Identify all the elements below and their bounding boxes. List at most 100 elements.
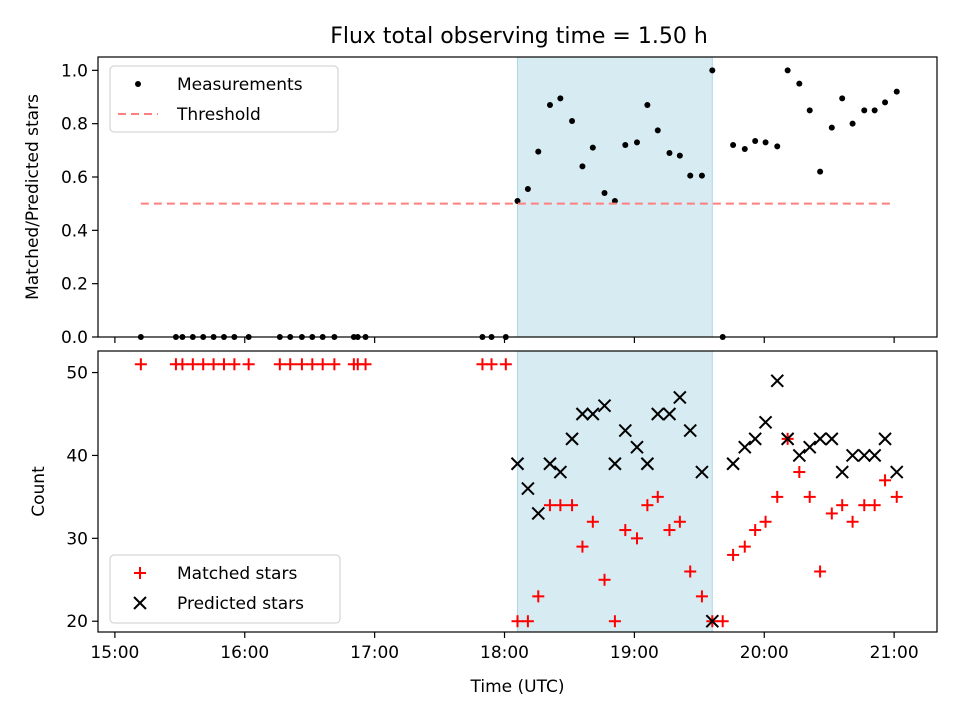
- y-tick-label: 0.2: [61, 275, 88, 295]
- matched-star-point: [186, 358, 199, 371]
- predicted-star-point: [890, 465, 904, 479]
- x-stroke-b: [867, 448, 882, 463]
- x-stroke-b: [133, 596, 147, 610]
- measurement-point: [654, 127, 661, 134]
- matched-star-point: [608, 615, 621, 628]
- count-y-ticks: 20 30 40 50: [66, 364, 98, 632]
- matched-star-point: [306, 358, 319, 371]
- x-tick-label: 19:00: [610, 643, 659, 663]
- measurement-point: [611, 198, 618, 204]
- matched-star-point: [566, 499, 579, 512]
- x-stroke-b: [662, 407, 677, 421]
- matched-star-point: [273, 358, 286, 371]
- y-tick-label: 40: [66, 446, 88, 466]
- y-tick-label: 30: [66, 529, 88, 549]
- x-stroke-b: [586, 407, 600, 421]
- matched-star-point: [284, 358, 297, 371]
- y-tick-label: 0.8: [61, 115, 88, 135]
- ratio-axes-frame: [97, 56, 938, 338]
- matched-star-point: [242, 358, 255, 371]
- matched-star-point: [868, 499, 881, 512]
- matched-star-point: [716, 615, 729, 628]
- matched-star-point: [890, 490, 903, 503]
- x-stroke-b: [813, 432, 827, 446]
- y-tick-label: 50: [66, 364, 88, 384]
- measurement-point: [535, 148, 542, 155]
- x-stroke-b: [857, 448, 871, 463]
- predicted-star-point: [586, 407, 600, 421]
- measurement-point: [666, 150, 673, 156]
- matched-star-point: [695, 590, 708, 603]
- predicted-star-point: [543, 457, 557, 471]
- measurement-point: [796, 80, 803, 87]
- x-stroke-b: [510, 457, 525, 471]
- measurement-point: [676, 152, 683, 159]
- predicted-star-point: [597, 399, 612, 413]
- predicted-star-point: [553, 465, 568, 479]
- x-tick-label: 18:00: [480, 643, 529, 663]
- matched-star-point: [316, 358, 329, 371]
- legend-matched-marker: [134, 567, 146, 579]
- ratio-x-ticks: [114, 337, 895, 343]
- matched-star-point: [554, 499, 567, 512]
- x-stroke-b: [683, 423, 697, 438]
- x-tick-label: 17:00: [350, 643, 399, 663]
- predicted-star-point: [803, 440, 817, 454]
- measurement-point: [762, 139, 769, 146]
- legend-matched-label: Matched stars: [177, 564, 297, 584]
- count-legend: Matched stars Predicted stars: [109, 554, 341, 624]
- predicted-star-point: [683, 423, 697, 438]
- measurement-point: [774, 143, 781, 150]
- measurement-point: [687, 172, 694, 179]
- measurement-point: [861, 107, 868, 114]
- predicted-star-point: [845, 448, 860, 463]
- predicted-star-point: [608, 457, 622, 471]
- measurement-point: [633, 139, 640, 146]
- x-stroke-b: [597, 399, 612, 413]
- matched-star-point: [727, 548, 740, 561]
- x-stroke-b: [651, 407, 665, 421]
- x-stroke-b: [726, 457, 740, 471]
- predicted-star-point: [738, 440, 752, 454]
- y-tick-label: 0.6: [61, 168, 88, 188]
- x-axis-label: Time (UTC): [470, 677, 565, 697]
- series-predicted-stars: [510, 374, 904, 628]
- legend-threshold-label: Threshold: [176, 105, 261, 125]
- ratio-y-ticks: 0.0 0.2 0.4 0.6 0.8 1.0: [61, 61, 98, 348]
- predicted-star-point: [651, 407, 665, 421]
- matched-star-point: [521, 615, 534, 628]
- predicted-star-point: [695, 465, 709, 479]
- measurement-point: [557, 95, 564, 102]
- y-tick-label: 1.0: [61, 61, 88, 81]
- matched-star-point: [176, 358, 189, 371]
- matched-star-point: [576, 540, 589, 553]
- legend-predicted-marker: [133, 596, 147, 610]
- measurement-point: [514, 198, 521, 204]
- x-stroke-b: [758, 415, 773, 429]
- measurement-point: [524, 186, 531, 192]
- x-stroke-b: [543, 457, 557, 471]
- measurement-point: [569, 118, 576, 124]
- legend-plus-glyph: [134, 567, 146, 579]
- count-x-ticks: 15:00 16:00 17:00 18:00 19:00 20:00 21:00: [90, 632, 919, 663]
- x-stroke-b: [770, 374, 784, 388]
- matched-star-point: [825, 507, 838, 520]
- matched-star-point: [663, 524, 676, 537]
- y-tick-label: 0.4: [61, 221, 88, 241]
- measurement-point: [546, 102, 553, 108]
- x-stroke-b: [878, 432, 892, 446]
- matched-star-point: [846, 515, 859, 528]
- matched-star-point: [598, 573, 611, 586]
- matched-star-point: [619, 524, 632, 537]
- x-stroke-b: [630, 440, 644, 454]
- x-stroke-b: [890, 465, 904, 479]
- x-stroke-b: [695, 465, 709, 479]
- count-series-layer: [134, 358, 904, 628]
- matched-star-point: [543, 499, 556, 512]
- measurement-point: [806, 107, 813, 114]
- measurement-point: [849, 120, 856, 127]
- predicted-star-point: [780, 432, 795, 446]
- predicted-star-point: [878, 432, 892, 446]
- predicted-star-point: [857, 448, 871, 463]
- predicted-star-point: [521, 481, 535, 496]
